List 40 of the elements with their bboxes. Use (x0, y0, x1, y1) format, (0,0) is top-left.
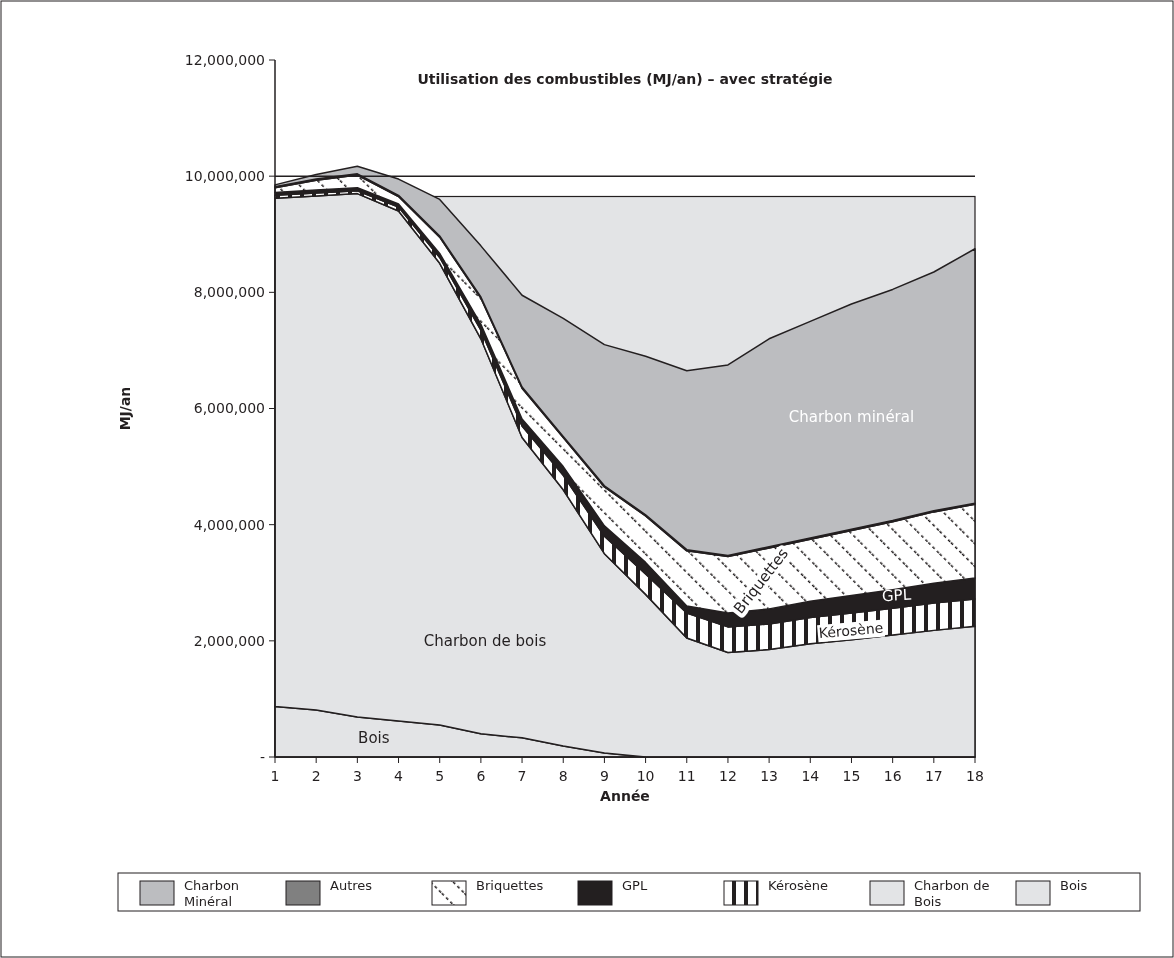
annotation: Charbon minéral (788, 407, 915, 426)
text: Utilisation des combustibles (MJ/an) – avec stratégie (417, 71, 833, 87)
x-tick-label: 2 (311, 768, 321, 784)
x-tick-label: 17 (924, 768, 943, 784)
x-tick-label: 7 (517, 768, 527, 784)
y-tick-label: 4,000,000 (193, 516, 265, 533)
legend-label: Kérosène (768, 878, 828, 893)
x-tick-label: 16 (883, 768, 902, 784)
y-axis-title: MJ/an (117, 386, 133, 431)
y-tick-label: 12,000,000 (184, 51, 265, 68)
annotation: GPL (881, 585, 913, 606)
x-tick-label: 12 (719, 768, 737, 784)
x-tick-label: 18 (966, 768, 984, 784)
x-tick-label: 3 (352, 768, 362, 784)
y-tick-label: 6,000,000 (193, 400, 265, 417)
y-tick-label: 10,000,000 (184, 168, 265, 185)
annotation: Kérosène (818, 619, 884, 642)
y-tick-label: 2,000,000 (193, 632, 265, 649)
x-tick-label: 8 (558, 768, 568, 784)
legend-label: Autres (330, 878, 373, 893)
annotation: Charbon de bois (423, 632, 547, 651)
x-tick-label: 14 (801, 768, 820, 784)
annotation: Bois (358, 728, 390, 747)
legend-label: Bois (1060, 878, 1088, 893)
legend-label: Charbon Minéral (184, 878, 240, 909)
x-tick-label: 6 (476, 768, 486, 784)
x-axis-title: Année (600, 788, 650, 804)
x-tick-label: 10 (636, 768, 655, 784)
legend-label: GPL (622, 878, 648, 893)
x-tick-label: 15 (842, 768, 861, 784)
x-tick-label: 11 (677, 768, 696, 784)
legend-label: Charbon de Bois (914, 878, 990, 909)
x-tick-label: 13 (760, 768, 779, 784)
x-tick-label: 4 (394, 768, 404, 784)
legend-label: Briquettes (476, 878, 544, 893)
y-tick-label: - (259, 748, 265, 765)
x-tick-label: 9 (599, 768, 609, 784)
x-tick-label: 5 (435, 768, 445, 784)
y-tick-label: 8,000,000 (193, 284, 265, 301)
x-tick-label: 1 (270, 768, 280, 784)
